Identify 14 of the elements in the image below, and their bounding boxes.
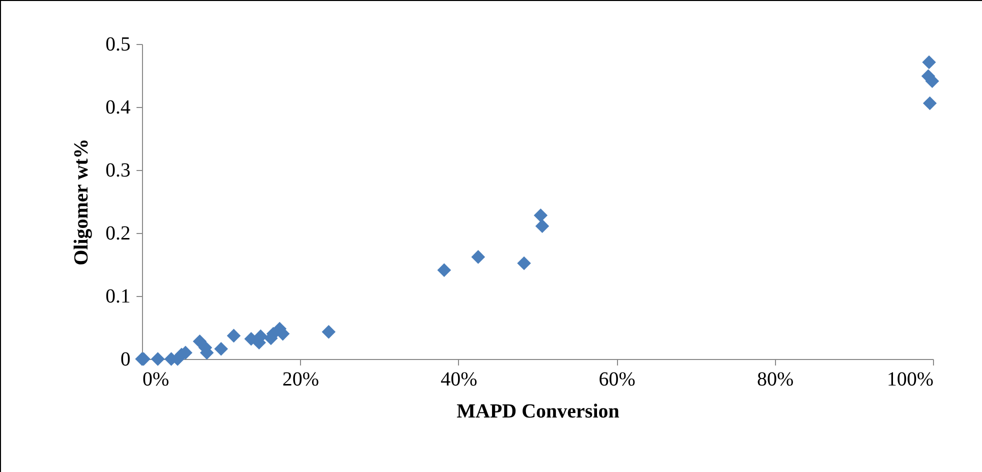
- x-tick-label: 60%: [598, 368, 636, 390]
- y-tick-label: 0.3: [106, 160, 130, 182]
- y-tick-label: 0.2: [106, 222, 130, 244]
- y-tick-label: 0.5: [106, 34, 130, 56]
- y-tick-label: 0: [120, 348, 130, 370]
- x-tick-label: 100%: [886, 368, 934, 390]
- x-tick-label: 80%: [756, 368, 794, 390]
- y-tick-label: 0.1: [106, 286, 130, 308]
- x-tick-label: 20%: [282, 368, 320, 390]
- y-axis-title: Oligomer wt%: [70, 138, 92, 266]
- x-axis-title: MAPD Conversion: [456, 400, 620, 422]
- y-tick-label: 0.4: [106, 96, 130, 118]
- x-tick-label: 0%: [142, 368, 170, 390]
- x-tick-label: 40%: [440, 368, 478, 390]
